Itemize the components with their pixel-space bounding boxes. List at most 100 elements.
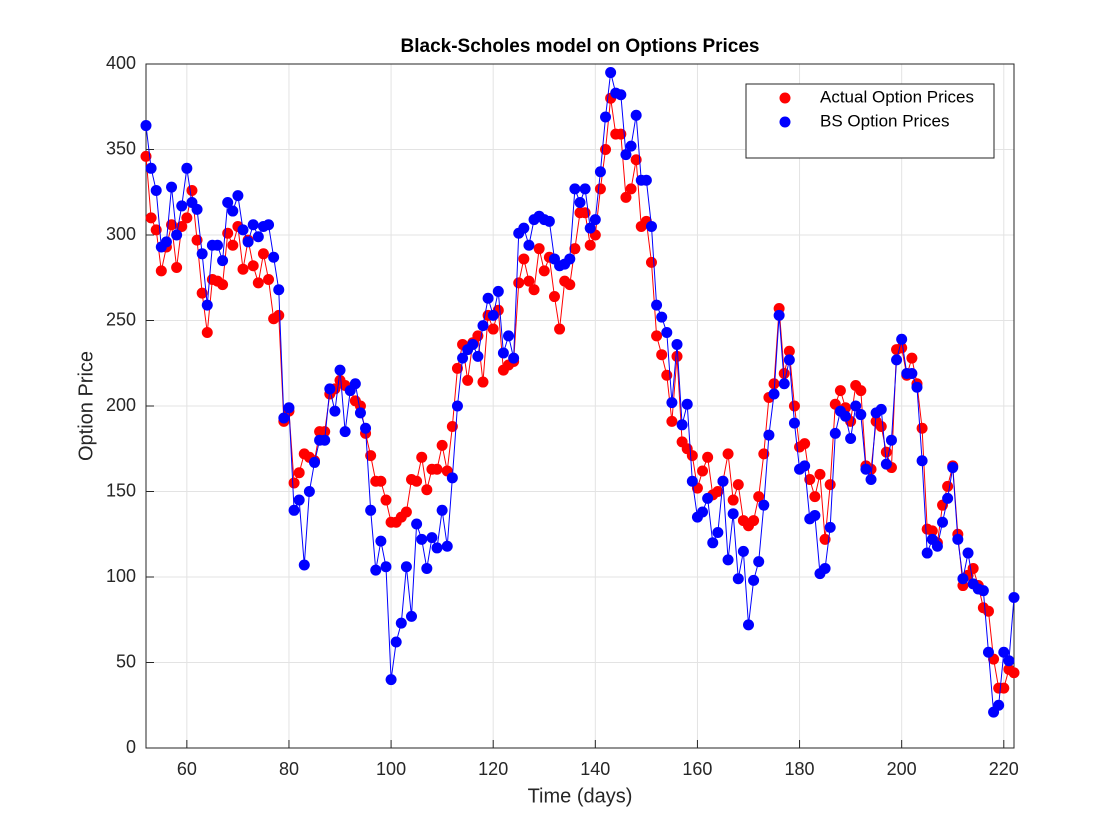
data-point (906, 352, 918, 364)
data-point (298, 559, 310, 571)
data-point (324, 383, 336, 395)
data-point (916, 455, 928, 467)
x-axis-label: Time (days) (528, 785, 633, 807)
data-point (906, 368, 918, 380)
data-point (349, 378, 361, 390)
data-point (727, 508, 739, 520)
data-point (640, 174, 652, 186)
data-point (176, 200, 188, 212)
data-point (712, 486, 724, 497)
data-point (768, 388, 780, 400)
data-point (166, 219, 178, 231)
data-point (503, 330, 515, 342)
data-point (155, 265, 167, 277)
data-point (850, 400, 862, 412)
x-tick-label: 120 (478, 759, 508, 779)
x-tick-label: 180 (785, 759, 815, 779)
data-point (875, 421, 887, 433)
data-point (196, 287, 208, 299)
data-point (788, 417, 800, 429)
data-point (252, 277, 264, 289)
data-point (242, 236, 254, 248)
data-point (707, 537, 719, 549)
data-point (492, 285, 504, 297)
data-point (681, 398, 693, 410)
data-point (145, 212, 157, 224)
data-point (421, 562, 433, 574)
data-point (625, 140, 637, 152)
y-tick-label: 400 (106, 53, 136, 73)
data-point (508, 352, 520, 364)
data-point (686, 450, 698, 462)
data-point (171, 229, 183, 241)
data-point (222, 227, 234, 239)
axes-box (145, 63, 1015, 749)
data-point (630, 154, 642, 166)
data-point (697, 506, 709, 518)
data-point (211, 239, 223, 251)
data-point (411, 475, 423, 487)
data-point (768, 378, 780, 390)
data-point (196, 248, 208, 260)
data-point (288, 504, 300, 516)
x-tick-label: 80 (279, 759, 299, 779)
data-point (431, 542, 443, 554)
data-point (600, 111, 612, 123)
data-point (748, 515, 760, 527)
data-point (891, 354, 903, 366)
data-point (651, 330, 663, 342)
data-point (538, 265, 550, 277)
data-point (329, 405, 341, 417)
data-point (140, 120, 152, 132)
data-point (140, 150, 152, 162)
data-point (497, 347, 509, 359)
data-point (227, 205, 239, 217)
x-tick-label: 220 (989, 759, 1019, 779)
data-point (303, 486, 315, 497)
data-point (523, 275, 535, 287)
x-tick-label: 140 (580, 759, 610, 779)
data-point (319, 434, 331, 446)
data-point (748, 574, 760, 586)
data-point (722, 448, 734, 460)
legend-marker (779, 116, 791, 128)
data-point (375, 475, 387, 487)
data-point (824, 479, 836, 491)
data-point (651, 299, 663, 311)
data-point (732, 573, 744, 585)
data-point (727, 494, 739, 506)
data-point (615, 89, 627, 101)
data-point (998, 646, 1010, 658)
data-point (809, 491, 821, 503)
data-point (380, 494, 392, 506)
data-point (931, 540, 943, 552)
data-point (589, 214, 601, 226)
data-point (840, 410, 852, 422)
data-point (564, 279, 576, 291)
data-point (569, 243, 581, 255)
data-point (645, 256, 657, 268)
data-point (273, 309, 285, 321)
data-point (278, 412, 290, 424)
data-point (273, 284, 285, 296)
data-point (462, 374, 474, 386)
data-point (247, 219, 259, 231)
data-point (431, 463, 443, 475)
data-point (411, 518, 423, 530)
y-tick-label: 0 (126, 737, 136, 757)
legend-marker (779, 92, 791, 104)
y-tick-label: 200 (106, 395, 136, 415)
data-point (263, 273, 275, 285)
data-point (937, 516, 949, 528)
data-point (594, 166, 606, 178)
data-point (855, 385, 867, 397)
data-point (451, 362, 463, 374)
data-point (702, 451, 714, 463)
x-tick-label: 60 (177, 759, 197, 779)
data-point (375, 535, 387, 547)
data-point (579, 183, 591, 195)
data-point (441, 540, 453, 552)
data-point (237, 224, 249, 236)
data-point (742, 619, 754, 631)
